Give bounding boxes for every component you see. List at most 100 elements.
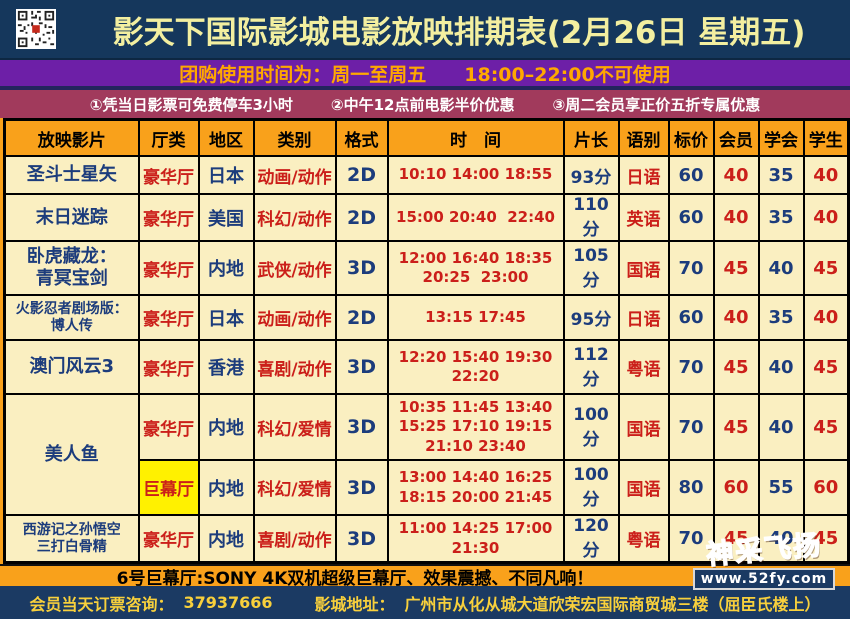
genre-cell: 科幻/动作 xyxy=(252,193,337,242)
price-member-cell: 40 xyxy=(712,294,760,341)
hall-type-cell: 豪华厅 xyxy=(137,193,200,242)
price-student-cell: 40 xyxy=(802,155,850,195)
genre-cell: 武侠/动作 xyxy=(252,240,337,296)
price-xuehui-cell: 35 xyxy=(757,193,805,242)
region-cell: 内地 xyxy=(197,514,255,564)
price-xuehui-cell: 40 xyxy=(757,393,805,461)
footer: 会员当天订票咨询： 37937666 影城地址： 广州市从化从城大道欣荣宏国际商… xyxy=(0,586,850,619)
showtimes-cell: 12:00 16:40 18:35 20:25 23:00 xyxy=(386,240,565,296)
region-cell: 日本 xyxy=(197,294,255,341)
duration-cell: 93分 xyxy=(562,155,620,195)
hall-type-cell: 豪华厅 xyxy=(137,393,200,461)
promo-item-halfprice: ②中午12点前电影半价优惠 xyxy=(330,95,515,114)
duration-cell: 100分 xyxy=(562,459,620,516)
price-standard-cell: 60 xyxy=(667,193,715,242)
duration-cell: 120分 xyxy=(562,514,620,564)
promo-item-parking: ①凭当日影票可免费停车3小时 xyxy=(89,95,293,114)
price-member-cell: 45 xyxy=(712,514,760,564)
duration-cell: 110分 xyxy=(562,193,620,242)
duration-cell: 105分 xyxy=(562,240,620,296)
format-cell: 3D xyxy=(334,240,389,296)
col-header-price: 标价 xyxy=(667,118,715,157)
hall-type-cell: 豪华厅 xyxy=(137,514,200,564)
price-student-cell: 45 xyxy=(802,393,850,461)
price-standard-cell: 70 xyxy=(667,339,715,395)
movie-title-cell: 圣斗士星矢 xyxy=(3,155,140,195)
showtimes-cell: 10:35 11:45 13:40 15:25 17:10 19:15 21:1… xyxy=(386,393,565,461)
price-student-cell: 40 xyxy=(802,294,850,341)
showtimes-cell: 15:00 20:40 22:40 xyxy=(386,193,565,242)
duration-cell: 95分 xyxy=(562,294,620,341)
genre-cell: 科幻/爱情 xyxy=(252,459,337,516)
table-row: 末日迷踪 豪华厅 美国 科幻/动作 2D 15:00 20:40 22:40 110分 英语 6… xyxy=(3,193,850,242)
col-header-movie: 放映影片 xyxy=(3,118,140,157)
showtimes-cell: 13:00 14:40 16:25 18:15 20:00 21:45 xyxy=(386,459,565,516)
hall-type-cell: 巨幕厅 xyxy=(137,459,200,516)
price-xuehui-cell: 35 xyxy=(757,294,805,341)
movie-title-cell: 澳门风云3 xyxy=(3,339,140,395)
price-standard-cell: 80 xyxy=(667,459,715,516)
price-member-cell: 40 xyxy=(712,193,760,242)
price-xuehui-cell: 55 xyxy=(757,459,805,516)
table-header-row: 放映影片 厅类 地区 类别 格式 时 间 片长 语别 标价 会员 学会 学生 xyxy=(3,118,850,157)
format-cell: 3D xyxy=(334,339,389,395)
language-cell: 日语 xyxy=(617,155,670,195)
header: 影天下国际影城电影放映排期表(2月26日 星期五) xyxy=(0,0,850,60)
duration-cell: 112分 xyxy=(562,339,620,395)
col-header-region: 地区 xyxy=(197,118,255,157)
hall-type-cell: 豪华厅 xyxy=(137,240,200,296)
movie-title-cell: 末日迷踪 xyxy=(3,193,140,242)
showtimes-cell: 10:10 14:00 18:55 xyxy=(386,155,565,195)
col-header-member: 会员 xyxy=(712,118,760,157)
region-cell: 内地 xyxy=(197,240,255,296)
price-student-cell: 45 xyxy=(802,240,850,296)
table-row: 卧虎藏龙： 青冥宝剑 豪华厅 内地 武侠/动作 3D 12:00 16:40 18:35 … xyxy=(3,240,850,296)
col-header-student: 学生 xyxy=(802,118,850,157)
qr-code-icon xyxy=(16,9,56,49)
booking-label: 会员当天订票咨询： xyxy=(29,594,174,614)
region-cell: 内地 xyxy=(197,393,255,461)
price-standard-cell: 70 xyxy=(667,393,715,461)
table-row: 西游记之孙悟空 三打白骨精 豪华厅 内地 喜剧/动作 3D 11:00 14:25 17:… xyxy=(3,514,850,564)
table-row: 火影忍者剧场版： 博人传 豪华厅 日本 动画/动作 2D 13:15 17:45 95分 日语… xyxy=(3,294,850,341)
brand-name: 神采飞扬 xyxy=(704,529,824,571)
movie-title-cell: 西游记之孙悟空 三打白骨精 xyxy=(3,514,140,564)
address-label: 影城地址： xyxy=(314,594,395,614)
hall-type-cell: 豪华厅 xyxy=(137,294,200,341)
price-student-cell: 60 xyxy=(802,459,850,516)
address-text: 广州市从化从城大道欣荣宏国际商贸城三楼（屈臣氏楼上） xyxy=(404,594,821,614)
showtimes-cell: 11:00 14:25 17:00 21:30 xyxy=(386,514,565,564)
hall-type-cell: 豪华厅 xyxy=(137,339,200,395)
col-header-duration: 片长 xyxy=(562,118,620,157)
hall-type-cell: 豪华厅 xyxy=(137,155,200,195)
language-cell: 日语 xyxy=(617,294,670,341)
price-xuehui-cell: 40 xyxy=(757,240,805,296)
genre-cell: 科幻/爱情 xyxy=(252,393,337,461)
format-cell: 2D xyxy=(334,294,389,341)
col-header-hall: 厅类 xyxy=(137,118,200,157)
genre-cell: 动画/动作 xyxy=(252,294,337,341)
price-student-cell: 45 xyxy=(802,339,850,395)
language-cell: 英语 xyxy=(617,193,670,242)
table-row: 巨幕厅 内地 科幻/爱情 3D 13:00 14:40 16:25 18:15 20:0… xyxy=(5,459,850,516)
table-row: 美人鱼 豪华厅 内地 科幻/爱情 3D 10:35 11:45 13:40 15:25 1… xyxy=(3,393,850,516)
region-cell: 内地 xyxy=(197,459,255,516)
promo-item-tuesday: ③周二会员享正价五折专属优惠 xyxy=(552,95,761,114)
col-header-format: 格式 xyxy=(334,118,389,157)
imax-banner: 6号巨幕厅:SONY 4K双机超级巨幕厅、效果震撼、不同凡响！ xyxy=(0,564,850,589)
genre-cell: 喜剧/动作 xyxy=(252,514,337,564)
price-xuehui-cell: 40 xyxy=(757,514,805,564)
col-header-language: 语别 xyxy=(617,118,670,157)
price-standard-cell: 70 xyxy=(667,514,715,564)
group-buy-banner: 团购使用时间为：周一至周五 18:00–22:00不可使用 xyxy=(0,60,850,90)
col-header-times: 时 间 xyxy=(386,118,565,157)
format-cell: 3D xyxy=(334,393,389,461)
language-cell: 国语 xyxy=(617,459,670,516)
duration-cell: 100分 xyxy=(562,393,620,461)
language-cell: 粤语 xyxy=(617,514,670,564)
showtimes-cell: 13:15 17:45 xyxy=(386,294,565,341)
col-header-genre: 类别 xyxy=(252,118,337,157)
price-standard-cell: 60 xyxy=(667,294,715,341)
price-member-cell: 45 xyxy=(712,393,760,461)
